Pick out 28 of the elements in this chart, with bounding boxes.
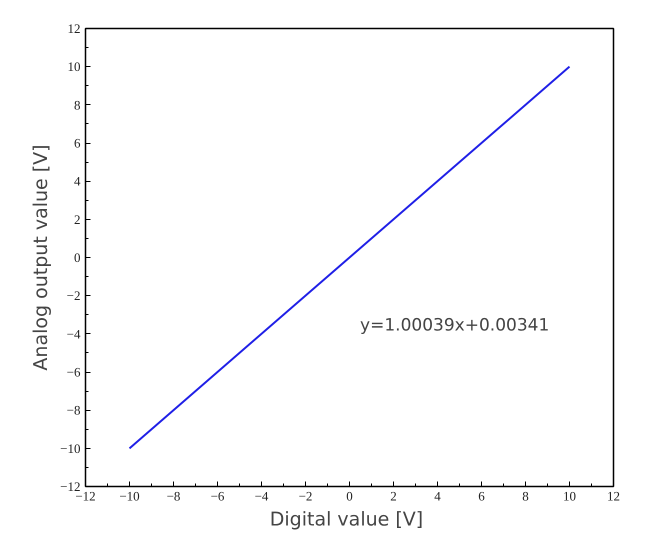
annotation: y=1.00039x+0.00341 [360, 315, 550, 336]
x-tick-label: 8 [522, 488, 529, 504]
y-tick-label: −10 [60, 440, 81, 456]
x-tick-label: 6 [478, 488, 486, 504]
x-tick-label: −6 [210, 488, 225, 504]
x-tick-label: −4 [254, 488, 269, 504]
x-axis-title: Digital value [V] [270, 508, 424, 530]
y-tick-label: −2 [66, 288, 81, 304]
x-tick-label: −10 [119, 488, 140, 504]
x-tick-label: 12 [607, 488, 620, 504]
y-tick-label: 6 [74, 136, 81, 150]
y-tick-label: −12 [60, 479, 81, 494]
y-axis-title: Analog output value [V] [30, 144, 52, 371]
y-tick-label: −8 [66, 402, 81, 418]
y-tick-label: 12 [68, 21, 80, 36]
y-tick-label: −4 [66, 326, 81, 342]
y-tick-label: 10 [68, 59, 80, 74]
x-tick-label: 4 [434, 488, 442, 504]
y-tick-label: 2 [74, 212, 80, 227]
y-tick-label: 4 [74, 174, 81, 189]
y-tick-label: 8 [74, 97, 80, 112]
x-tick-label: 10 [563, 488, 576, 504]
x-tick-label: 0 [346, 488, 353, 504]
x-tick-label: −8 [166, 488, 180, 504]
y-tick-label: 0 [74, 250, 80, 265]
y-tick-label: −6 [66, 364, 81, 380]
x-tick-label: −2 [298, 488, 312, 504]
x-tick-label: 2 [390, 488, 397, 504]
